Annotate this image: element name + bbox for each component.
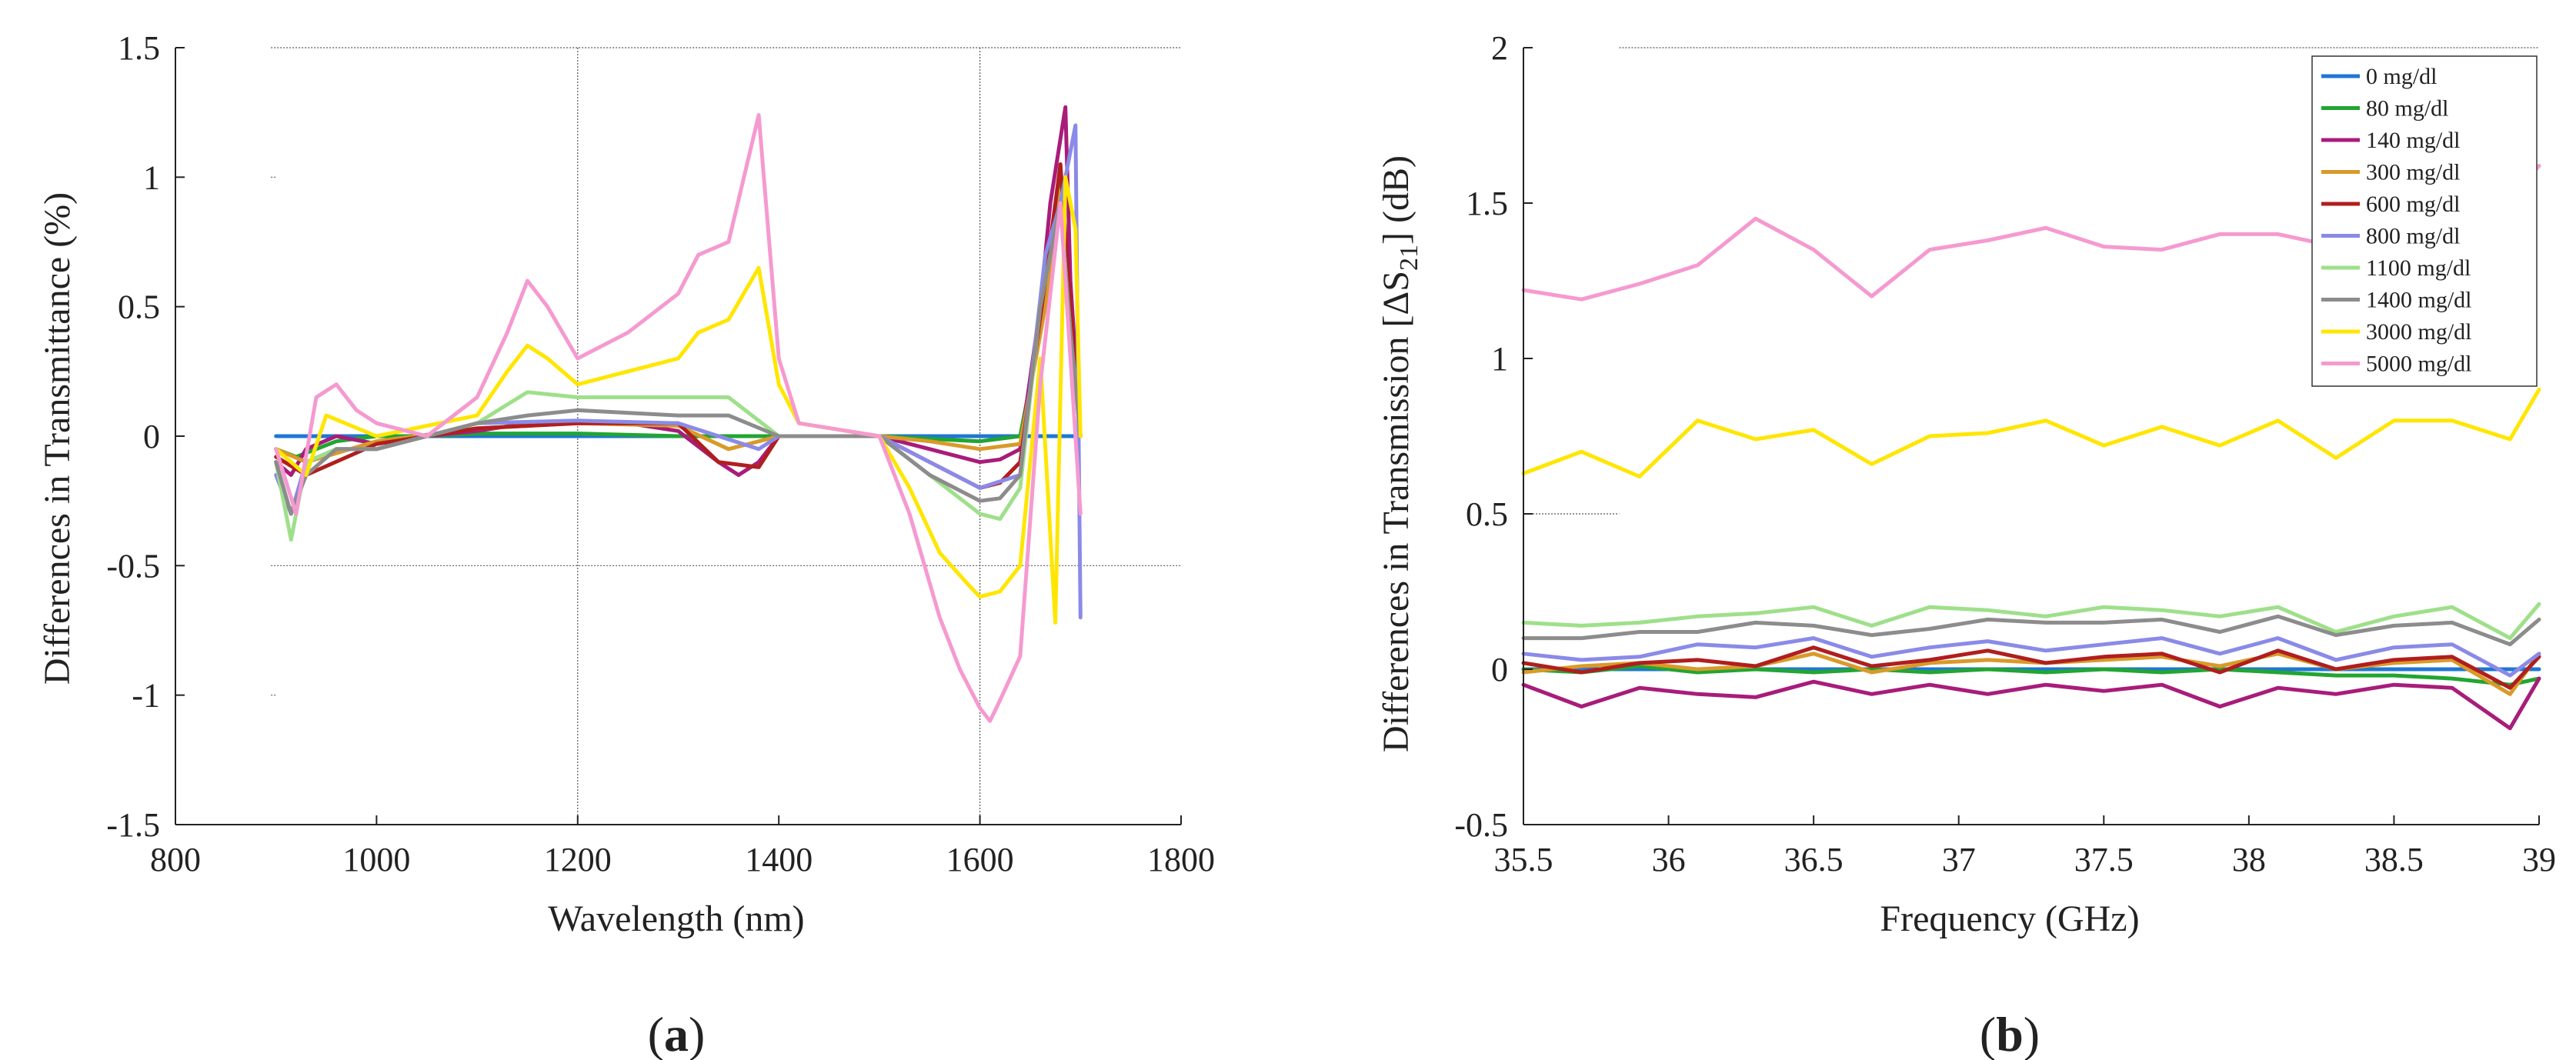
panel-b-label-close-paren: ) [2024,1007,2040,1060]
panel-b-y-label-symbol: S [1376,271,1416,292]
panel-a-label: (a) [648,1007,706,1060]
legend-label-3000-mg-dl: 3000 mg/dl [2366,319,2472,345]
series-line-300-mg-dl [274,188,1083,465]
x-tick-label: 1400 [745,841,813,878]
y-tick-label: 1 [143,158,160,196]
series-line-1100-mg-dl [1521,602,2541,641]
x-tick-label: 1200 [544,841,612,878]
legend-label-1400-mg-dl: 1400 mg/dl [2366,288,2472,313]
y-tick-label: 0.5 [118,288,160,326]
series-line-5000-mg-dl [274,113,1083,723]
panel-b-y-axis-label: Differences in Transmission [ΔS21] (dB) [1376,155,1423,752]
panel-b-gridlines [1523,47,2539,515]
panel-b-label: (b) [1980,1007,2040,1060]
panel-a-x-axis-label: Wavelength (nm) [548,898,804,939]
panel-a-y-axis-label: Differences in Transmittance (%) [37,192,78,685]
panel-b-axes [1523,47,2540,825]
series-line-1400-mg-dl [1521,614,2541,647]
panel-a-label-letter: a [664,1007,689,1060]
series-line-3000-mg-dl [274,175,1083,625]
y-tick-label: -1.5 [106,806,160,844]
x-tick-label: 1800 [1147,841,1215,878]
x-tick-label: 37 [1942,841,1976,878]
series-line-800-mg-dl [274,123,1083,620]
series-line-600-mg-dl [1521,645,2541,690]
panel-a-series-group [274,105,1083,723]
legend-label-140-mg-dl: 140 mg/dl [2366,128,2461,153]
legend-label-5000-mg-dl: 5000 mg/dl [2366,352,2472,377]
series-line-80-mg-dl [1521,664,2541,687]
y-tick-label: -0.5 [1454,806,1508,844]
panel-a-axes [175,47,1182,825]
series-line-140-mg-dl [1521,676,2541,731]
legend-label-1100-mg-dl: 1100 mg/dl [2366,255,2471,281]
x-tick-label: 39 [2522,841,2556,878]
panel-b-y-label-delta: Δ [1376,292,1416,315]
panel-b-label-open-paren: ( [1980,1007,1996,1060]
legend-label-300-mg-dl: 300 mg/dl [2366,160,2461,185]
x-tick-label: 1000 [342,841,410,878]
panel-b-x-tick-labels: 35.5 36 36.5 37 37.5 38 38.5 39 [1494,841,2557,878]
series-line-3000-mg-dl [1521,387,2541,478]
panel-b-y-tick-labels: -0.5 0 0.5 1 1.5 2 [1454,29,1508,844]
series-line-1400-mg-dl [274,201,1083,516]
legend-label-800-mg-dl: 800 mg/dl [2366,224,2461,249]
legend-label-0-mg-dl: 0 mg/dl [2366,64,2438,89]
y-tick-label: 1.5 [118,29,160,67]
panel-b-y-label-prefix: Differences in Transmission [ [1376,315,1416,752]
panel-b-label-letter: b [1996,1007,2024,1060]
x-tick-label: 1600 [946,841,1014,878]
y-tick-label: 2 [1491,29,1508,67]
y-tick-label: -1 [132,677,160,715]
x-tick-label: 36 [1652,841,1686,878]
x-tick-label: 36.5 [1784,841,1844,878]
panel-b-x-axis-label: Frequency (GHz) [1880,898,2139,939]
panel-a-label-open-paren: ( [648,1007,664,1060]
legend-label-80-mg-dl: 80 mg/dl [2366,96,2449,122]
y-tick-label: 1.5 [1466,185,1508,222]
x-tick-label: 800 [150,841,201,878]
panel-b-y-label-suffix: ] (dB) [1376,155,1416,245]
panel-a-x-tick-labels: 800 1000 1200 1400 1600 1800 [150,841,1215,878]
panel-a-y-tick-labels: -1.5 -1 -0.5 0 0.5 1 1.5 [106,29,160,844]
panel-b-legend: 0 mg/dl 80 mg/dl 140 mg/dl 300 mg/dl 600 mg/… [2311,55,2538,387]
panel-b-y-label-subscript: 21 [1395,245,1423,271]
y-tick-label: 0.5 [1466,495,1508,533]
panel-b-chart: 35.5 36 36.5 37 37.5 38 38.5 39 -0.5 0 0.5 1 1.5 2 F… [1376,29,2556,939]
panel-a-chart: 800 1000 1200 1400 1600 1800 -1.5 -1 -0.5 0 0.5 1 1… [37,29,1215,939]
y-tick-label: 1 [1491,340,1508,378]
x-tick-label: 37.5 [2074,841,2134,878]
y-tick-label: -0.5 [106,547,160,585]
series-line-800-mg-dl [1521,636,2541,678]
panel-a-label-close-paren: ) [689,1007,705,1060]
x-tick-label: 38.5 [2364,841,2424,878]
y-tick-label: 0 [1491,651,1508,688]
y-tick-label: 0 [143,418,160,455]
x-tick-label: 35.5 [1494,841,1553,878]
x-tick-label: 38 [2232,841,2266,878]
legend-label-600-mg-dl: 600 mg/dl [2366,192,2461,217]
